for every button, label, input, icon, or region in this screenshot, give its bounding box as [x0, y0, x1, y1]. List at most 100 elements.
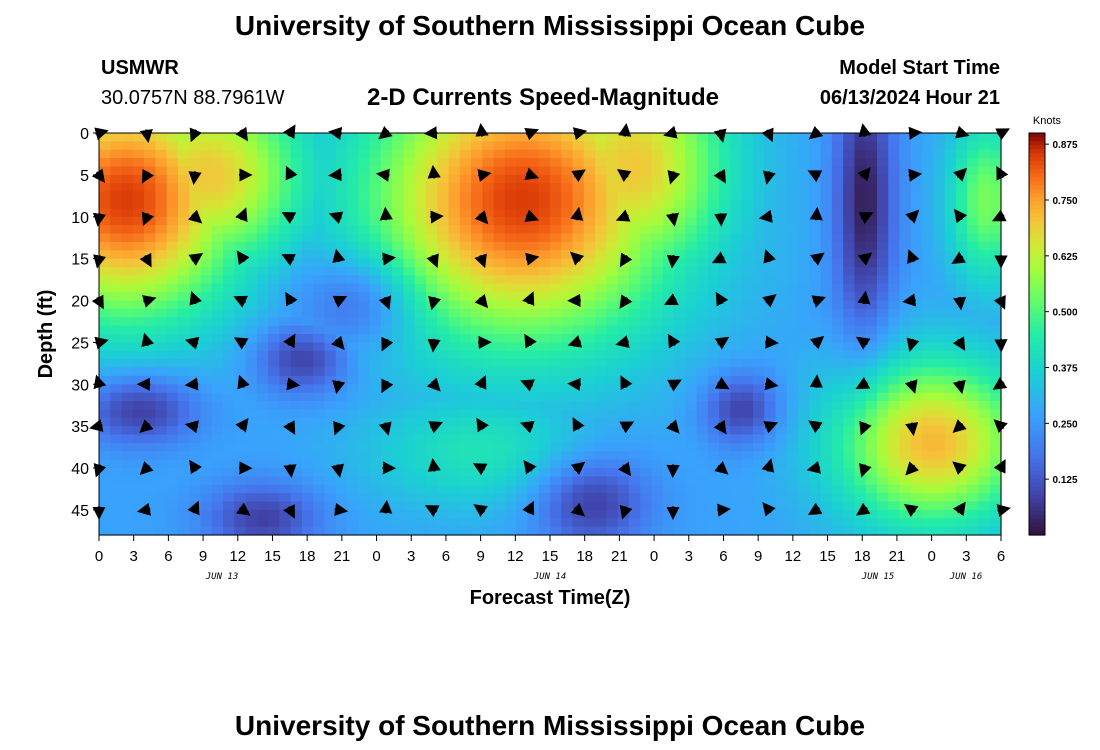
- heatmap-cell: [606, 308, 619, 318]
- heatmap-cell: [459, 174, 472, 184]
- vector-arrow: [667, 169, 681, 185]
- heatmap-cell: [922, 409, 934, 419]
- heatmap-cell: [335, 174, 348, 184]
- heatmap-cell: [955, 409, 968, 419]
- heatmap-cell: [685, 484, 698, 494]
- colorbar-cell: [1029, 370, 1045, 375]
- heatmap-cell: [955, 484, 968, 494]
- heatmap-cell: [471, 434, 483, 444]
- heatmap-cell: [437, 401, 450, 410]
- heatmap-cell: [516, 484, 529, 494]
- heatmap-cell: [516, 451, 529, 461]
- heatmap-cell: [392, 208, 405, 218]
- heatmap-cell: [268, 334, 281, 343]
- heatmap-cell: [595, 174, 607, 184]
- heatmap-cell: [369, 451, 382, 461]
- heatmap-cell: [223, 275, 235, 285]
- heatmap-cell: [561, 317, 574, 327]
- heatmap-cell: [550, 158, 562, 168]
- heatmap-cell: [110, 225, 123, 235]
- heatmap-cell: [471, 200, 483, 209]
- heatmap-cell: [369, 292, 382, 302]
- vector-arrow: [951, 251, 967, 264]
- heatmap-cell: [989, 250, 1002, 260]
- heatmap-cell: [854, 451, 867, 461]
- colorbar-cell: [1029, 233, 1045, 239]
- heatmap-cell: [414, 191, 427, 201]
- heatmap-cell: [144, 308, 156, 318]
- heatmap-cell: [572, 267, 585, 276]
- heatmap-cell: [775, 459, 788, 469]
- heatmap-cell: [347, 493, 359, 503]
- heatmap-cell: [628, 426, 641, 436]
- heatmap-cell: [425, 468, 438, 477]
- heatmap-cell: [268, 258, 281, 268]
- heatmap-cell: [978, 459, 991, 469]
- heatmap-cell: [674, 434, 686, 444]
- heatmap-cell: [888, 183, 901, 193]
- heatmap-cell: [606, 375, 619, 385]
- heatmap-cell: [301, 434, 314, 444]
- heatmap-cell: [392, 342, 405, 352]
- heatmap-cell: [910, 174, 923, 184]
- heatmap-cell: [775, 208, 788, 218]
- heatmap-cell: [865, 292, 878, 302]
- heatmap-cell: [944, 459, 957, 469]
- heatmap-cell: [707, 292, 720, 302]
- heatmap-cell: [538, 216, 551, 226]
- heatmap-cell: [437, 451, 450, 461]
- heatmap-cell: [358, 325, 371, 335]
- heatmap-cell: [595, 451, 607, 461]
- heatmap-cell: [955, 317, 968, 327]
- heatmap-cell: [628, 484, 641, 494]
- heatmap-cell: [606, 208, 619, 218]
- heatmap-cell: [200, 359, 213, 369]
- heatmap-cell: [268, 426, 281, 436]
- heatmap-cell: [674, 501, 686, 511]
- heatmap-cell: [628, 241, 641, 251]
- heatmap-cell: [245, 434, 258, 444]
- heatmap-cell: [324, 183, 337, 193]
- heatmap-cell: [268, 317, 281, 327]
- heatmap-cell: [899, 225, 912, 235]
- heatmap-cell: [256, 216, 269, 226]
- heatmap-cell: [301, 308, 314, 318]
- heatmap-cell: [854, 158, 867, 168]
- heatmap-cell: [313, 174, 326, 184]
- heatmap-cell: [482, 509, 495, 519]
- heatmap-cell: [764, 518, 777, 528]
- heatmap-cell: [955, 241, 968, 251]
- heatmap-cell: [674, 459, 686, 469]
- heatmap-cell: [967, 241, 980, 251]
- heatmap-cell: [967, 174, 980, 184]
- heatmap-cell: [380, 308, 393, 318]
- heatmap-cell: [437, 375, 450, 385]
- heatmap-cell: [493, 149, 506, 159]
- heatmap-cell: [369, 317, 382, 327]
- heatmap-cell: [313, 133, 326, 142]
- heatmap-cell: [189, 384, 202, 394]
- heatmap-cell: [696, 166, 709, 176]
- heatmap-cell: [301, 133, 314, 142]
- heatmap-cell: [223, 292, 235, 302]
- heatmap-cell: [403, 417, 416, 427]
- heatmap-cell: [471, 476, 483, 486]
- colorbar-cell: [1029, 313, 1045, 319]
- vector-arrow: [758, 209, 773, 223]
- heatmap-cell: [538, 476, 551, 486]
- heatmap-cell: [482, 350, 495, 360]
- heatmap-cell: [516, 493, 529, 503]
- heatmap-cell: [121, 216, 134, 226]
- heatmap-cell: [978, 375, 991, 385]
- heatmap-cell: [211, 308, 224, 318]
- heatmap-cell: [617, 250, 630, 260]
- heatmap-cell: [967, 442, 980, 452]
- heatmap-cell: [696, 158, 709, 168]
- heatmap-cell: [324, 493, 337, 503]
- vector-arrow: [811, 295, 827, 308]
- heatmap-cell: [922, 225, 934, 235]
- heatmap-cell: [583, 417, 596, 427]
- heatmap-cell: [268, 250, 281, 260]
- heatmap-cell: [369, 526, 382, 536]
- heatmap-cell: [640, 191, 653, 201]
